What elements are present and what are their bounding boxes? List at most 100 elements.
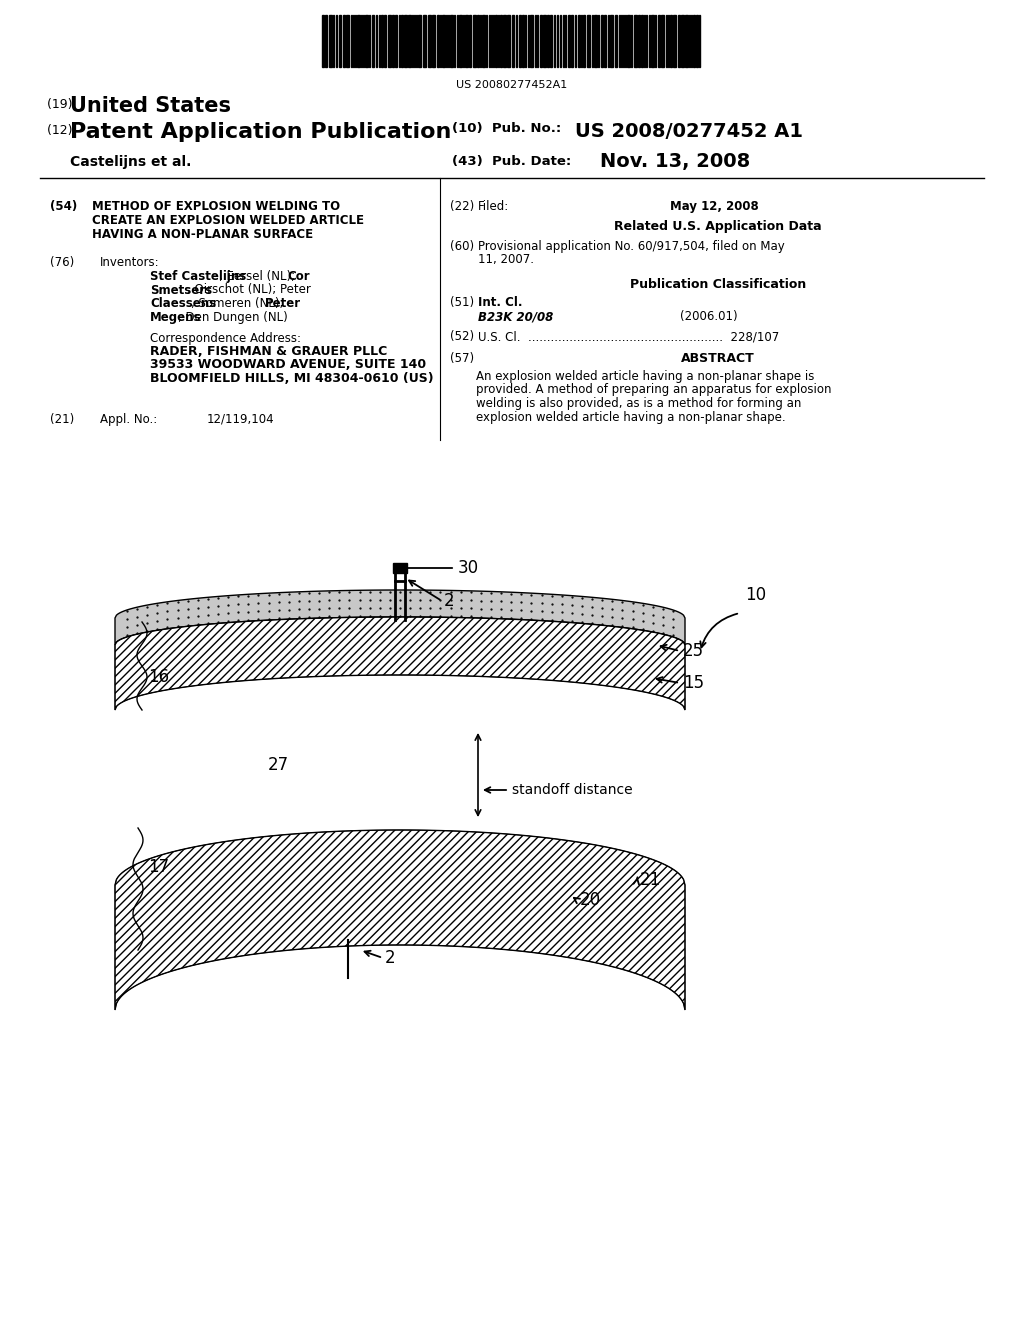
- Polygon shape: [115, 616, 685, 710]
- Bar: [437, 15, 439, 67]
- Text: Publication Classification: Publication Classification: [630, 279, 806, 290]
- Text: (52): (52): [450, 330, 474, 343]
- Text: Related U.S. Application Data: Related U.S. Application Data: [614, 220, 822, 234]
- Bar: [547, 15, 549, 67]
- Bar: [473, 15, 476, 67]
- Bar: [346, 15, 349, 67]
- Bar: [587, 15, 590, 67]
- Text: explosion welded article having a non-planar shape.: explosion welded article having a non-pl…: [476, 411, 785, 424]
- Text: 25: 25: [683, 642, 705, 660]
- Bar: [594, 15, 597, 67]
- Bar: [495, 15, 497, 67]
- Text: United States: United States: [70, 96, 231, 116]
- Bar: [465, 15, 468, 67]
- Bar: [365, 15, 368, 67]
- Bar: [610, 15, 613, 67]
- Bar: [329, 15, 332, 67]
- Text: , Den Dungen (NL): , Den Dungen (NL): [177, 310, 288, 323]
- Bar: [571, 15, 573, 67]
- Text: CREATE AN EXPLOSION WELDED ARTICLE: CREATE AN EXPLOSION WELDED ARTICLE: [92, 214, 364, 227]
- Bar: [685, 15, 688, 67]
- Text: METHOD OF EXPLOSION WELDING TO: METHOD OF EXPLOSION WELDING TO: [92, 201, 340, 213]
- Text: Smetsers: Smetsers: [150, 284, 212, 297]
- Bar: [343, 15, 345, 67]
- Text: standoff distance: standoff distance: [512, 783, 633, 797]
- Bar: [418, 15, 421, 67]
- Bar: [512, 15, 514, 67]
- Bar: [522, 15, 524, 67]
- Bar: [388, 15, 391, 67]
- Bar: [681, 15, 684, 67]
- Text: U.S. Cl.  ....................................................  228/107: U.S. Cl. ...............................…: [478, 330, 779, 343]
- Text: RADER, FISHMAN & GRAUER PLLC: RADER, FISHMAN & GRAUER PLLC: [150, 345, 387, 358]
- Text: (51): (51): [450, 296, 474, 309]
- Text: Nov. 13, 2008: Nov. 13, 2008: [600, 152, 751, 172]
- Text: Megens: Megens: [150, 310, 202, 323]
- Text: (43)  Pub. Date:: (43) Pub. Date:: [452, 154, 571, 168]
- Bar: [651, 15, 654, 67]
- Bar: [401, 15, 403, 67]
- Text: 11, 2007.: 11, 2007.: [478, 253, 534, 267]
- Text: Castelijns et al.: Castelijns et al.: [70, 154, 191, 169]
- Text: US 2008/0277452 A1: US 2008/0277452 A1: [575, 121, 803, 141]
- Bar: [519, 15, 521, 67]
- Bar: [339, 15, 341, 67]
- Bar: [693, 15, 695, 67]
- Text: B23K 20/08: B23K 20/08: [478, 310, 553, 323]
- Text: 2: 2: [444, 591, 455, 610]
- Text: Provisional application No. 60/917,504, filed on May: Provisional application No. 60/917,504, …: [478, 240, 784, 253]
- Text: 27: 27: [268, 756, 289, 774]
- Bar: [673, 15, 676, 67]
- Text: Peter: Peter: [265, 297, 301, 310]
- Bar: [670, 15, 672, 67]
- Bar: [658, 15, 660, 67]
- Text: 21: 21: [640, 871, 662, 888]
- Text: (10)  Pub. No.:: (10) Pub. No.:: [452, 121, 561, 135]
- Text: Cor: Cor: [288, 271, 310, 282]
- Text: Filed:: Filed:: [478, 201, 509, 213]
- Bar: [662, 15, 664, 67]
- Bar: [500, 15, 502, 67]
- Text: Appl. No.:: Appl. No.:: [100, 413, 158, 426]
- Bar: [540, 15, 542, 67]
- Bar: [604, 15, 606, 67]
- Text: 15: 15: [683, 675, 705, 692]
- Text: Claessens: Claessens: [150, 297, 216, 310]
- Bar: [357, 15, 360, 67]
- Text: (57): (57): [450, 352, 474, 366]
- Text: 16: 16: [148, 668, 169, 686]
- Text: welding is also provided, as is a method for forming an: welding is also provided, as is a method…: [476, 397, 802, 411]
- Bar: [322, 15, 324, 67]
- Text: (21): (21): [50, 413, 75, 426]
- Polygon shape: [115, 830, 685, 1010]
- Bar: [477, 15, 479, 67]
- Text: 17: 17: [148, 858, 169, 876]
- Text: (22): (22): [450, 201, 474, 213]
- Bar: [442, 15, 445, 67]
- Bar: [384, 15, 386, 67]
- Text: , Someren (NL);: , Someren (NL);: [191, 297, 288, 310]
- Text: HAVING A NON-PLANAR SURFACE: HAVING A NON-PLANAR SURFACE: [92, 228, 313, 242]
- Bar: [678, 15, 680, 67]
- Bar: [469, 15, 471, 67]
- Bar: [634, 15, 637, 67]
- Bar: [432, 15, 435, 67]
- Text: 10: 10: [745, 586, 766, 605]
- Bar: [482, 15, 485, 67]
- Bar: [543, 15, 546, 67]
- Text: US 20080277452A1: US 20080277452A1: [457, 81, 567, 90]
- Bar: [381, 15, 383, 67]
- Text: Inventors:: Inventors:: [100, 256, 160, 269]
- Bar: [641, 15, 643, 67]
- Bar: [627, 15, 630, 67]
- Text: May 12, 2008: May 12, 2008: [670, 201, 759, 213]
- Bar: [404, 15, 407, 67]
- Text: 2: 2: [385, 949, 395, 968]
- Bar: [503, 15, 506, 67]
- Text: (2006.01): (2006.01): [680, 310, 737, 323]
- Text: 30: 30: [458, 558, 479, 577]
- Bar: [325, 15, 327, 67]
- Polygon shape: [115, 590, 685, 645]
- Text: (60): (60): [450, 240, 474, 253]
- Text: , Eersel (NL);: , Eersel (NL);: [219, 271, 299, 282]
